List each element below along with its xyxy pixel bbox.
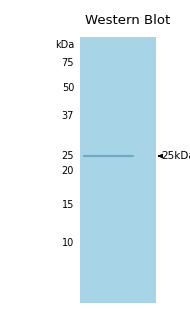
Text: kDa: kDa [55,40,74,50]
Text: 20: 20 [62,167,74,176]
Bar [80,37,156,303]
Text: 25: 25 [62,151,74,161]
Text: 25kDa: 25kDa [162,151,190,161]
Text: 15: 15 [62,201,74,210]
Text: 50: 50 [62,83,74,93]
Text: 10: 10 [62,238,74,248]
Text: 75: 75 [62,58,74,68]
Text: Western Blot: Western Blot [85,14,170,27]
Text: 37: 37 [62,111,74,121]
